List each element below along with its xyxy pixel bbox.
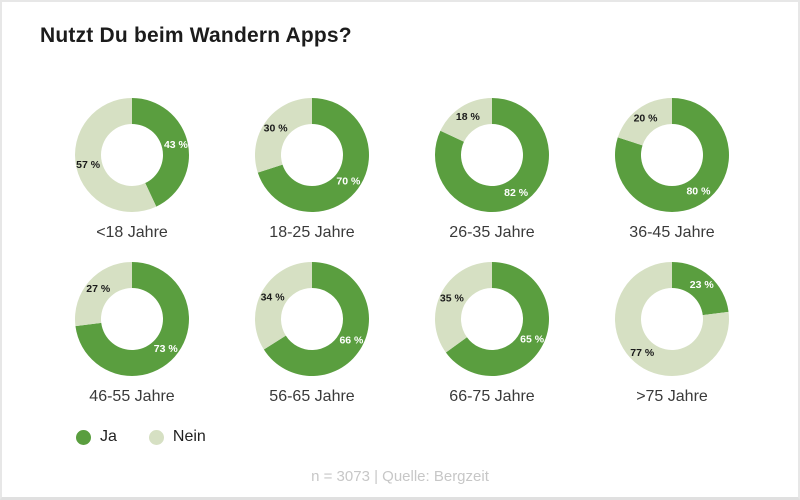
donut-slice-nein bbox=[440, 98, 492, 142]
donut-chart: 80 % 20 % 36-45 Jahre bbox=[582, 95, 762, 242]
donut-slice-ja bbox=[672, 262, 729, 316]
donut-slice-nein bbox=[75, 262, 132, 327]
legend-label-ja: Ja bbox=[100, 428, 117, 445]
donut-svg: 73 % 27 % bbox=[75, 262, 189, 376]
donut-slice-nein bbox=[617, 98, 672, 146]
donut-slice-ja bbox=[257, 98, 369, 212]
slice-value-label-ja: 66 % bbox=[339, 335, 364, 347]
donut-slice-nein bbox=[435, 262, 492, 353]
donut-slice-ja bbox=[132, 98, 189, 207]
slice-value-label-ja: 73 % bbox=[154, 343, 179, 355]
donut-slice-ja bbox=[615, 98, 729, 212]
age-group-label: 46-55 Jahre bbox=[89, 388, 175, 405]
slice-value-label-nein: 34 % bbox=[261, 291, 286, 303]
donut-slice-ja bbox=[445, 262, 549, 376]
donut-svg: 80 % 20 % bbox=[615, 98, 729, 212]
page-title: Nutzt Du beim Wandern Apps? bbox=[40, 24, 352, 47]
donut-slice-ja bbox=[75, 262, 189, 376]
donut-slice-nein bbox=[255, 262, 312, 350]
slice-value-label-ja: 82 % bbox=[504, 187, 529, 199]
donut-svg: 66 % 34 % bbox=[255, 262, 369, 376]
legend-item-ja: Ja bbox=[76, 428, 117, 446]
age-group-label: <18 Jahre bbox=[96, 224, 168, 241]
legend-item-nein: Nein bbox=[148, 428, 206, 446]
slice-value-label-nein: 20 % bbox=[634, 113, 659, 125]
donut-svg: 70 % 30 % bbox=[255, 98, 369, 212]
donut-chart: 65 % 35 % 66-75 Jahre bbox=[402, 259, 582, 406]
slice-value-label-nein: 27 % bbox=[86, 283, 111, 295]
donut-slice-ja bbox=[263, 262, 369, 376]
donut-grid: 43 % 57 % <18 Jahre 70 % 30 % 18-25 Jahre 82 %… bbox=[42, 95, 762, 406]
donut-slice-nein bbox=[615, 262, 729, 376]
slice-value-label-nein: 77 % bbox=[630, 347, 655, 359]
donut-chart: 43 % 57 % <18 Jahre bbox=[42, 95, 222, 242]
slice-value-label-nein: 30 % bbox=[264, 123, 289, 135]
legend-label-nein: Nein bbox=[172, 428, 206, 445]
donut-slice-nein bbox=[75, 98, 157, 212]
donut-svg: 23 % 77 % bbox=[615, 262, 729, 376]
age-group-label: 18-25 Jahre bbox=[269, 224, 355, 241]
donut-svg: 43 % 57 % bbox=[75, 98, 189, 212]
age-group-label: 26-35 Jahre bbox=[449, 224, 535, 241]
slice-value-label-ja: 23 % bbox=[690, 279, 715, 291]
legend: Ja Nein bbox=[76, 428, 206, 446]
slice-value-label-ja: 80 % bbox=[686, 185, 711, 197]
slice-value-label-ja: 70 % bbox=[336, 175, 361, 187]
slice-value-label-ja: 43 % bbox=[164, 139, 189, 151]
ja-color-dot-icon bbox=[76, 429, 91, 445]
slice-value-label-nein: 57 % bbox=[76, 159, 101, 171]
donut-slice-ja bbox=[435, 98, 549, 212]
donut-slice-nein bbox=[255, 98, 312, 173]
donut-chart: 70 % 30 % 18-25 Jahre bbox=[222, 95, 402, 242]
source-note: n = 3073 | Quelle: Bergzeit bbox=[311, 468, 489, 485]
donut-svg: 65 % 35 % bbox=[435, 262, 549, 376]
donut-chart: 66 % 34 % 56-65 Jahre bbox=[222, 259, 402, 406]
donut-svg: 82 % 18 % bbox=[435, 98, 549, 212]
age-group-label: 56-65 Jahre bbox=[269, 388, 355, 405]
donut-chart: 73 % 27 % 46-55 Jahre bbox=[42, 259, 222, 406]
slice-value-label-nein: 18 % bbox=[456, 111, 481, 123]
age-group-label: >75 Jahre bbox=[636, 388, 708, 405]
donut-chart: 23 % 77 % >75 Jahre bbox=[582, 259, 762, 406]
age-group-label: 36-45 Jahre bbox=[629, 224, 715, 241]
age-group-label: 66-75 Jahre bbox=[449, 388, 535, 405]
donut-chart: 82 % 18 % 26-35 Jahre bbox=[402, 95, 582, 242]
slice-value-label-nein: 35 % bbox=[440, 293, 465, 305]
nein-color-dot-icon bbox=[148, 429, 164, 445]
slice-value-label-ja: 65 % bbox=[520, 333, 545, 345]
